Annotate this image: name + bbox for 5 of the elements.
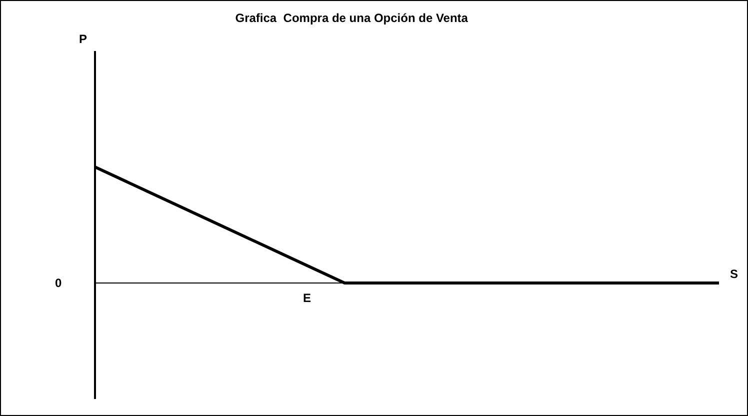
text: S — [730, 267, 738, 281]
text: P — [79, 32, 88, 46]
text: E — [303, 291, 312, 305]
chart-title: Grafica Compra de una Opción de Venta — [235, 10, 468, 25]
text: 0 — [55, 276, 62, 290]
